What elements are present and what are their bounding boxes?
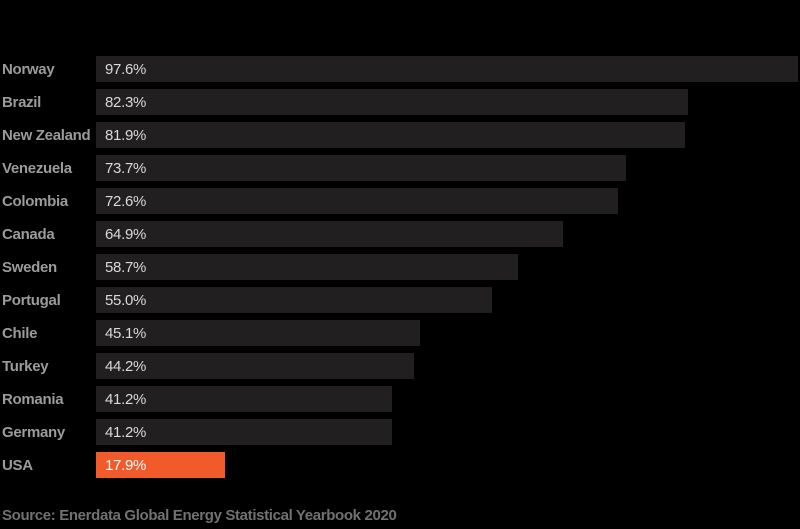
bar: 55.0% xyxy=(96,287,492,313)
value-label: 58.7% xyxy=(105,258,147,276)
category-label: USA xyxy=(2,456,33,474)
bar: 45.1% xyxy=(96,320,420,346)
value-label: 64.9% xyxy=(105,225,147,243)
category-label: Portugal xyxy=(2,291,61,309)
value-label: 81.9% xyxy=(105,126,147,144)
bar: 82.3% xyxy=(96,89,688,115)
chart-row: New Zealand 81.9% xyxy=(0,122,800,148)
chart-row: Germany 41.2% xyxy=(0,419,800,445)
value-label: 72.6% xyxy=(105,192,147,210)
category-label: Romania xyxy=(2,390,64,408)
chart-row: USA 17.9% xyxy=(0,452,800,478)
value-label: 41.2% xyxy=(105,423,147,441)
chart-row: Colombia 72.6% xyxy=(0,188,800,214)
value-label: 41.2% xyxy=(105,390,147,408)
chart-row: Portugal 55.0% xyxy=(0,287,800,313)
chart-row: Sweden 58.7% xyxy=(0,254,800,280)
value-label: 97.6% xyxy=(105,60,147,78)
bar: 97.6% xyxy=(96,56,798,82)
category-label: Turkey xyxy=(2,357,49,375)
chart-row: Venezuela 73.7% xyxy=(0,155,800,181)
chart-row: Brazil 82.3% xyxy=(0,89,800,115)
value-label: 44.2% xyxy=(105,357,147,375)
bar: 44.2% xyxy=(96,353,414,379)
category-label: New Zealand xyxy=(2,126,91,144)
bar: 73.7% xyxy=(96,155,626,181)
bar: 72.6% xyxy=(96,188,618,214)
chart-rows: Norway 97.6% Brazil 82.3% New Zealand 81.9% Ve… xyxy=(0,56,800,485)
category-label: Brazil xyxy=(2,93,42,111)
bar-highlighted: 17.9% xyxy=(96,452,225,478)
bar: 58.7% xyxy=(96,254,518,280)
value-label: 82.3% xyxy=(105,93,147,111)
bar: 81.9% xyxy=(96,122,685,148)
bar: 41.2% xyxy=(96,386,392,412)
category-label: Germany xyxy=(2,423,65,441)
chart-row: Canada 64.9% xyxy=(0,221,800,247)
chart-row: Turkey 44.2% xyxy=(0,353,800,379)
bar: 41.2% xyxy=(96,419,392,445)
chart-row: Chile 45.1% xyxy=(0,320,800,346)
category-label: Norway xyxy=(2,60,55,78)
category-label: Canada xyxy=(2,225,55,243)
value-label: 45.1% xyxy=(105,324,147,342)
category-label: Chile xyxy=(2,324,38,342)
chart-row: Norway 97.6% xyxy=(0,56,800,82)
value-label: 55.0% xyxy=(105,291,147,309)
chart-row: Romania 41.2% xyxy=(0,386,800,412)
bar: 64.9% xyxy=(96,221,563,247)
source-note: Source: Enerdata Global Energy Statistic… xyxy=(2,507,397,524)
category-label: Colombia xyxy=(2,192,68,210)
category-label: Sweden xyxy=(2,258,57,276)
value-label: 17.9% xyxy=(105,456,147,474)
value-label: 73.7% xyxy=(105,159,147,177)
category-label: Venezuela xyxy=(2,159,72,177)
